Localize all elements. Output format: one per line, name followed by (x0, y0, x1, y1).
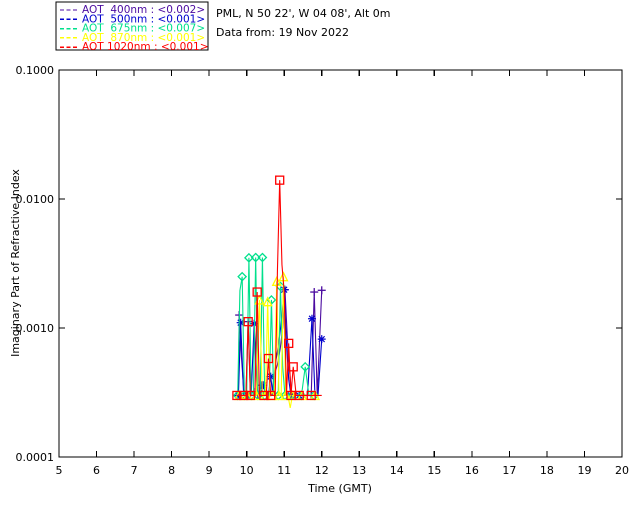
data-marker-diamond (300, 361, 311, 372)
data-marker-square (232, 390, 242, 401)
data-marker-square (259, 390, 269, 401)
x-tick-label: 17 (502, 464, 516, 477)
data-marker-square (252, 287, 262, 297)
data-marker-square (294, 390, 304, 401)
data-marker-triangle (273, 389, 284, 401)
legend-entries: AOT 400nm : <0.002>AOT 500nm : <0.001>AO… (60, 4, 209, 53)
data-marker-square (306, 390, 316, 401)
data-marker-diamond (243, 252, 254, 263)
data-marker-square (263, 353, 274, 364)
data-marker-square (288, 362, 298, 372)
x-tick-label: 14 (390, 464, 404, 477)
data-marker-diamond (250, 252, 261, 263)
x-tick-label: 8 (168, 464, 175, 477)
series-4 (232, 175, 322, 401)
legend-label: AOT 500nm : <0.001> (82, 13, 205, 25)
data-marker-plus (317, 286, 326, 295)
x-axis-title: Time (GMT) (307, 482, 372, 495)
data-marker-square (284, 338, 294, 349)
x-tick-label: 12 (315, 464, 329, 477)
y-axis-ticks: 0.0001 0.0010 0.0100 0.1000 (16, 64, 622, 464)
data-marker-square (239, 390, 249, 401)
x-tick-label: 20 (615, 464, 629, 477)
x-tick-label: 13 (352, 464, 366, 477)
legend-item-0[interactable]: AOT 400nm : <0.002> (60, 4, 205, 16)
date-line: Data from: 19 Nov 2022 (216, 26, 349, 39)
legend-item-1[interactable]: AOT 500nm : <0.001> (60, 13, 205, 25)
legend: AOT 400nm : <0.002>AOT 500nm : <0.001>AO… (55, 1, 209, 53)
data-marker-asterisk (317, 335, 326, 344)
location-line: PML, N 50 22', W 04 08', Alt 0m (216, 7, 390, 20)
data-marker-diamond (237, 271, 248, 282)
y-tick-label: 0.0100 (16, 193, 55, 206)
data-marker-asterisk (307, 314, 316, 323)
y-axis-title: Imaginary Part of Refractive Index (9, 169, 22, 357)
legend-label: AOT 1020nm : <0.001> (82, 41, 209, 53)
y-tick-label: 0.0010 (16, 322, 55, 335)
data-marker-triangle (262, 296, 273, 307)
legend-label: AOT 870nm : <0.001> (82, 32, 205, 44)
legend-item-4[interactable]: AOT 1020nm : <0.001> (60, 41, 209, 53)
header-text: PML, N 50 22', W 04 08', Alt 0m Data fro… (216, 7, 390, 39)
data-marker-square (245, 390, 256, 401)
x-tick-label: 7 (131, 464, 138, 477)
x-tick-label: 16 (465, 464, 479, 477)
legend-item-2[interactable]: AOT 675nm : <0.007> (60, 23, 205, 35)
x-tick-label: 10 (240, 464, 254, 477)
legend-label: AOT 400nm : <0.002> (82, 4, 205, 16)
data-marker-asterisk (266, 372, 275, 381)
x-tick-label: 5 (56, 464, 63, 477)
data-marker-square (275, 175, 285, 185)
legend-label: AOT 675nm : <0.007> (82, 23, 205, 35)
x-tick-label: 11 (277, 464, 291, 477)
data-marker-plus (310, 288, 319, 297)
x-tick-label: 19 (577, 464, 591, 477)
data-marker-diamond (257, 252, 268, 263)
plot-frame (58, 69, 623, 458)
x-tick-label: 15 (427, 464, 441, 477)
axes-border (58, 69, 623, 458)
data-marker-square (243, 317, 253, 327)
legend-item-3[interactable]: AOT 870nm : <0.001> (60, 32, 205, 44)
data-marker-square (266, 390, 276, 401)
data-marker-triangle (280, 389, 291, 401)
x-tick-label: 18 (540, 464, 554, 477)
y-tick-label: 0.0001 (16, 451, 55, 464)
data-series-layer (232, 175, 326, 409)
x-tick-label: 9 (206, 464, 213, 477)
series-polyline (236, 180, 322, 396)
legend-border (55, 1, 209, 51)
x-tick-label: 6 (93, 464, 100, 477)
x-axis-ticks: 5 6 7 8 9 10 11 12 13 14 15 16 17 18 19 20 (56, 70, 629, 477)
y-tick-label: 0.1000 (16, 64, 55, 77)
